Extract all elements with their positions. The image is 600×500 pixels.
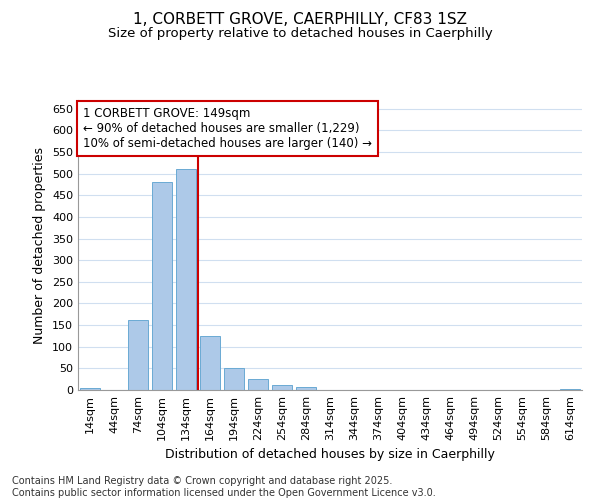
Text: Contains HM Land Registry data © Crown copyright and database right 2025.
Contai: Contains HM Land Registry data © Crown c… — [12, 476, 436, 498]
Bar — [272, 385, 292, 390]
Bar — [560, 389, 580, 390]
Text: Size of property relative to detached houses in Caerphilly: Size of property relative to detached ho… — [107, 28, 493, 40]
Bar — [200, 336, 220, 390]
Text: 1, CORBETT GROVE, CAERPHILLY, CF83 1SZ: 1, CORBETT GROVE, CAERPHILLY, CF83 1SZ — [133, 12, 467, 28]
Y-axis label: Number of detached properties: Number of detached properties — [34, 146, 46, 344]
Bar — [128, 320, 148, 390]
Bar — [224, 368, 244, 390]
Bar — [176, 170, 196, 390]
Bar — [152, 182, 172, 390]
Bar — [248, 379, 268, 390]
X-axis label: Distribution of detached houses by size in Caerphilly: Distribution of detached houses by size … — [165, 448, 495, 462]
Bar — [80, 388, 100, 390]
Bar — [296, 386, 316, 390]
Text: 1 CORBETT GROVE: 149sqm
← 90% of detached houses are smaller (1,229)
10% of semi: 1 CORBETT GROVE: 149sqm ← 90% of detache… — [83, 108, 372, 150]
